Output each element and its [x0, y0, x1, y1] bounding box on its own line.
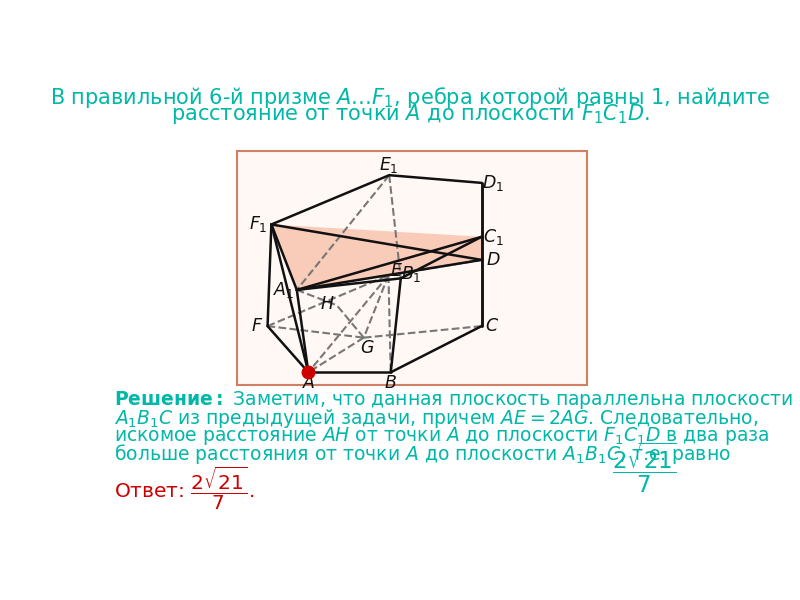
Text: $B_1$: $B_1$	[402, 264, 422, 284]
Text: $C_1$: $C_1$	[482, 227, 503, 247]
Text: искомое расстояние $AH$ от точки $A$ до плоскости $F_1C_1D$ в два раза: искомое расстояние $AH$ от точки $A$ до …	[114, 425, 769, 446]
Polygon shape	[271, 224, 482, 290]
Text: $A_1$: $A_1$	[273, 280, 294, 300]
Text: $E$: $E$	[390, 262, 402, 280]
Text: Ответ: $\dfrac{2\sqrt{21}}{7}$.: Ответ: $\dfrac{2\sqrt{21}}{7}$.	[114, 464, 254, 512]
FancyBboxPatch shape	[237, 151, 587, 385]
Text: $A_1B_1C$ из предыдущей задачи, причем $AE = 2AG$. Следовательно,: $A_1B_1C$ из предыдущей задачи, причем $…	[114, 407, 758, 430]
Text: расстояние от точки $A$ до плоскости $F_1C_1D$.: расстояние от точки $A$ до плоскости $F_…	[170, 102, 650, 126]
Text: $\dfrac{2\sqrt{21}}{7}$: $\dfrac{2\sqrt{21}}{7}$	[612, 441, 677, 496]
Text: $\mathbf{Решение:}$ Заметим, что данная плоскость параллельна плоскости: $\mathbf{Решение:}$ Заметим, что данная …	[114, 389, 793, 411]
Text: $D_1$: $D_1$	[482, 173, 504, 193]
Text: $F$: $F$	[250, 317, 263, 335]
Text: $D$: $D$	[486, 251, 501, 269]
Text: $B$: $B$	[384, 374, 397, 392]
Text: $G$: $G$	[360, 338, 375, 356]
Text: $H$: $H$	[319, 295, 334, 313]
Text: $F_1$: $F_1$	[249, 214, 268, 235]
Text: больше расстояния от точки $A$ до плоскости $A_1B_1C$, т.е. равно: больше расстояния от точки $A$ до плоско…	[114, 442, 730, 466]
Text: $C$: $C$	[486, 317, 499, 335]
Text: В правильной 6-й призме $A\ldots F_1$, ребра которой равны 1, найдите: В правильной 6-й призме $A\ldots F_1$, р…	[50, 85, 770, 110]
Text: $E_1$: $E_1$	[379, 155, 399, 175]
Text: $A$: $A$	[302, 374, 315, 392]
